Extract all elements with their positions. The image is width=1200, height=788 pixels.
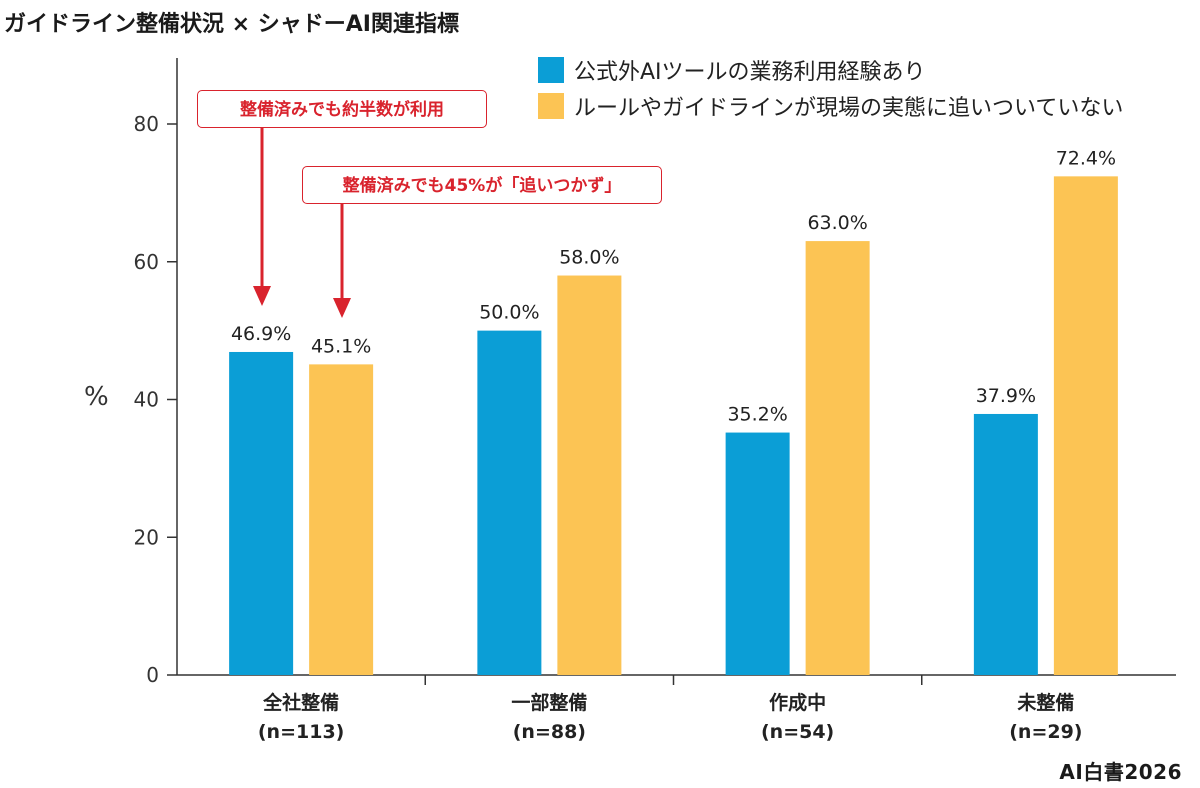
bar-official-outside-use (973, 413, 1038, 675)
x-category-count: (n=29) (1009, 721, 1082, 743)
callout-arrow-2-head (333, 298, 351, 318)
legend-item-series-1: 公式外AIツールの業務利用経験あり (538, 52, 1123, 88)
y-tick-label: 40 (134, 388, 159, 412)
bar-value-label: 35.2% (727, 404, 787, 426)
bar-official-outside-use (477, 330, 542, 675)
bar-value-label: 72.4% (1056, 147, 1116, 169)
x-category-count: (n=113) (258, 721, 344, 743)
bar-official-outside-use (229, 351, 294, 675)
y-axis-label: % (84, 382, 109, 412)
x-category-label: 作成中 (769, 691, 826, 714)
bar-rules-lagging (1053, 176, 1118, 675)
bar-value-label: 58.0% (559, 247, 619, 269)
bar-value-label: 46.9% (231, 323, 291, 345)
chart-title: ガイドライン整備状況 × シャドーAI関連指標 (4, 12, 459, 37)
bar-value-label: 45.1% (311, 335, 371, 357)
y-tick-label: 0 (146, 663, 159, 687)
y-tick-label: 60 (134, 250, 159, 274)
y-tick-label: 20 (134, 525, 159, 549)
legend-label: 公式外AIツールの業務利用経験あり (574, 60, 926, 85)
callout-half-use: 整備済みでも約半数が利用 (197, 90, 487, 128)
legend-swatch-yellow (538, 93, 564, 119)
bar-rules-lagging (805, 241, 870, 675)
x-category-count: (n=88) (513, 721, 586, 743)
watermark: AI白書2026 (1059, 760, 1182, 784)
legend-label: ルールやガイドラインが現場の実態に追いついていない (574, 96, 1124, 121)
legend-item-series-2: ルールやガイドラインが現場の実態に追いついていない (538, 88, 1123, 124)
legend-swatch-blue (538, 57, 564, 83)
callout-arrow-1-head (253, 286, 271, 306)
bar-value-label: 50.0% (479, 302, 539, 324)
bar-value-label: 63.0% (807, 212, 867, 234)
bar-rules-lagging (557, 275, 622, 675)
x-category-count: (n=54) (761, 721, 834, 743)
bar-rules-lagging (309, 364, 374, 675)
x-category-label: 一部整備 (511, 691, 587, 714)
legend: 公式外AIツールの業務利用経験あり ルールやガイドラインが現場の実態に追いついて… (538, 52, 1123, 124)
y-tick-label: 80 (134, 112, 159, 136)
x-category-label: 未整備 (1016, 691, 1074, 714)
callout-45-percent: 整備済みでも45%が「追いつかず」 (302, 166, 662, 204)
bar-official-outside-use (725, 432, 790, 675)
bar-value-label: 37.9% (976, 385, 1036, 407)
x-category-label: 全社整備 (262, 691, 339, 714)
